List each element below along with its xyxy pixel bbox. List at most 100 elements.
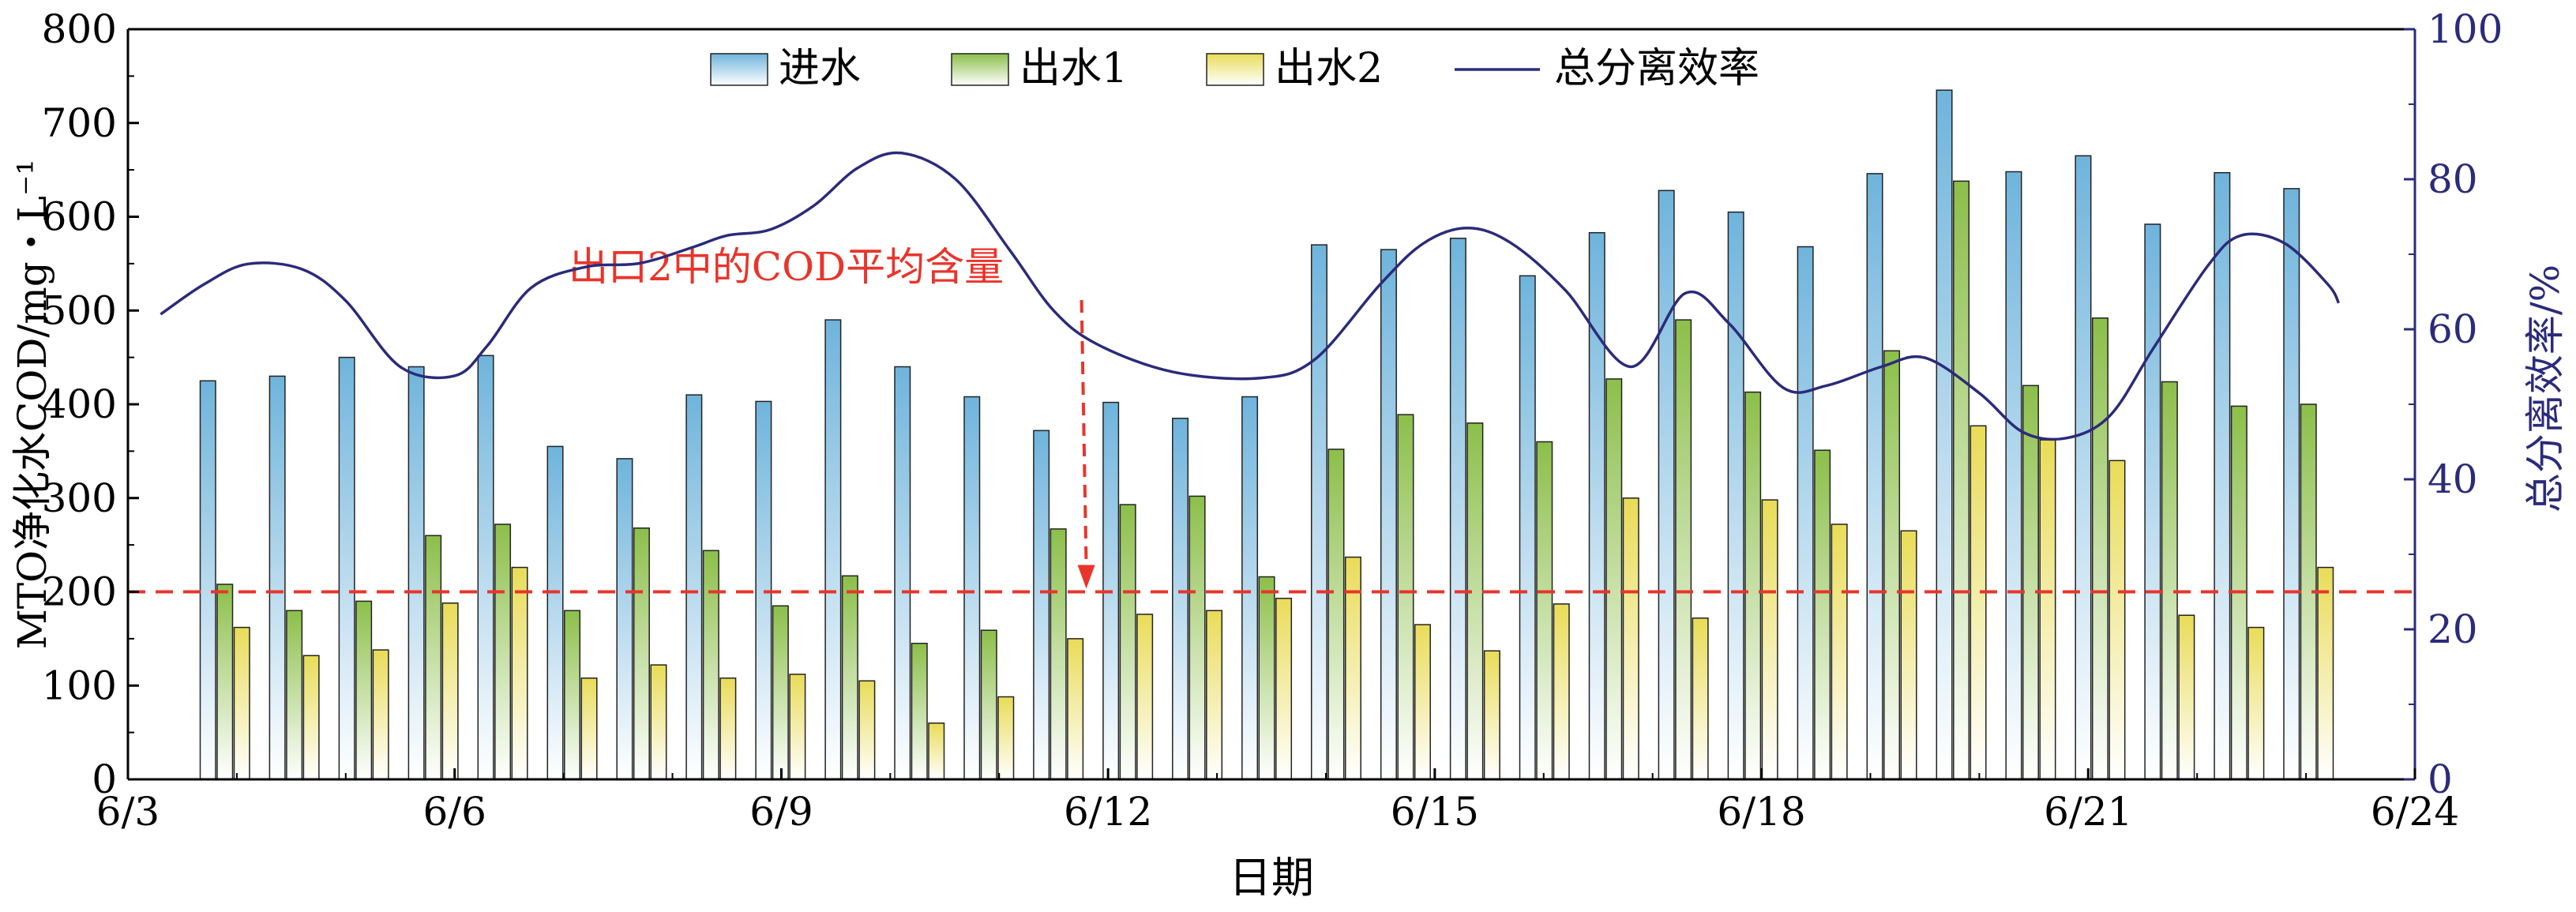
bar-outflow2-22 [1692,617,1709,780]
bar-inflow-8 [685,394,703,780]
legend-label-outflow2: 出水2 [1275,45,1383,92]
right-tick-label: 0 [2428,756,2453,802]
reference-arrow-shaft [1080,299,1088,569]
x-tick-label: 6/12 [1064,789,1152,835]
bar-outflow1-27 [2022,385,2039,780]
bar-inflow-7 [616,458,633,780]
reference-label: 出口2中的COD平均含量 [569,244,1004,290]
bar-inflow-28 [2075,155,2092,780]
bar-inflow-4 [407,366,425,780]
bar-outflow1-10 [841,575,858,780]
bar-outflow1-24 [1814,449,1831,780]
bar-outflow2-24 [1831,524,1848,780]
right-tick-label: 40 [2428,456,2478,502]
bar-outflow2-28 [2108,460,2126,780]
right-axis-title: 总分离效率/% [2522,265,2568,512]
bar-outflow2-1 [233,626,250,780]
bar-outflow2-31 [2317,566,2334,780]
bar-outflow1-7 [633,527,650,780]
bar-outflow2-16 [1275,598,1293,780]
bar-inflow-1 [199,380,216,780]
legend-swatch-outflow2 [1206,53,1264,86]
bar-outflow1-18 [1397,414,1414,780]
bar-outflow2-7 [650,664,667,780]
legend-label-efficiency: 总分离效率 [1554,45,1759,92]
bar-outflow2-2 [302,655,320,780]
x-tick-label: 6/21 [2044,789,2132,835]
right-tick-label: 20 [2428,606,2478,652]
bar-outflow1-4 [425,535,442,780]
bar-inflow-24 [1797,246,1814,780]
bar-outflow2-27 [2039,439,2056,780]
left-tick-label: 300 [42,475,117,521]
bar-inflow-6 [546,445,564,780]
bar-outflow1-8 [702,550,719,780]
bar-outflow2-26 [1970,425,1987,780]
bar-outflow1-11 [911,643,928,780]
bar-outflow2-12 [997,696,1015,780]
bar-outflow1-21 [1605,378,1623,780]
efficiency-line-layer [160,151,2341,441]
left-tick-label: 100 [42,662,117,708]
bar-outflow1-17 [1327,448,1345,780]
bar-outflow1-28 [2091,317,2108,780]
bar-outflow1-1 [216,584,234,780]
left-tick-label: 0 [92,756,117,802]
bar-inflow-30 [2214,171,2231,780]
bar-outflow1-12 [980,629,997,780]
bar-outflow2-10 [858,680,876,780]
bar-outflow2-4 [441,602,459,780]
x-tick-label: 6/24 [2371,789,2459,835]
legend-label-inflow: 进水 [779,45,861,92]
bar-inflow-5 [477,355,494,780]
bar-inflow-11 [894,366,911,780]
left-tick-label: 600 [42,194,117,240]
reference-line-layer: 出口2中的COD平均含量 [128,244,2415,594]
bar-outflow2-29 [2178,614,2195,780]
x-tick-label: 6/15 [1391,789,1479,835]
efficiency-line [160,151,2341,441]
bar-outflow1-25 [1883,350,1901,780]
bar-inflow-20 [1519,275,1536,780]
bar-inflow-17 [1310,244,1327,780]
bars-layer [199,89,2334,780]
bar-outflow2-19 [1483,650,1500,780]
left-tick-label: 800 [42,6,117,52]
bar-outflow2-21 [1622,497,1639,780]
bar-outflow2-8 [719,677,737,780]
bar-inflow-13 [1033,430,1050,780]
reference-arrow-head [1077,565,1095,589]
bar-inflow-2 [268,375,286,780]
axes-layer: 0 100 200 300 400 500 600 700 800 0 20 40 60 80 100 6/3… [9,6,2568,903]
bar-outflow2-5 [511,566,528,780]
bar-outflow1-29 [2161,381,2178,780]
bar-outflow1-15 [1188,495,1206,780]
bar-inflow-16 [1241,396,1259,780]
bar-inflow-3 [338,356,355,780]
x-axis-title: 日期 [1229,853,1314,903]
bar-outflow2-30 [2247,626,2265,780]
left-tick-label: 400 [42,381,117,427]
legend-label-outflow1: 出水1 [1020,45,1128,92]
x-tick-label: 6/9 [749,789,813,835]
right-tick-label: 100 [2428,6,2503,52]
x-tick-label: 6/6 [422,789,486,835]
bar-inflow-19 [1449,238,1466,780]
bar-outflow2-18 [1414,624,1431,780]
bar-inflow-31 [2283,188,2300,780]
left-tick-label: 500 [42,287,117,333]
bar-outflow1-6 [564,610,581,780]
bar-outflow1-23 [1744,391,1762,780]
bar-outflow2-3 [372,649,389,780]
bar-inflow-18 [1380,249,1397,780]
bar-outflow2-9 [789,674,806,780]
bar-outflow2-15 [1206,610,1223,780]
bar-outflow2-6 [580,677,598,780]
right-tick-label: 60 [2428,306,2478,352]
bar-outflow1-9 [772,605,789,780]
bar-outflow2-20 [1553,603,1570,780]
legend: 进水 出水1 出水2 总分离效率 [710,45,1759,92]
bar-outflow1-3 [355,600,373,780]
bar-inflow-29 [2144,223,2161,780]
